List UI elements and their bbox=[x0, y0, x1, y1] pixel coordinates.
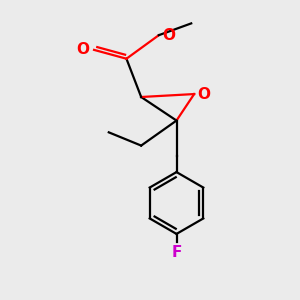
Text: O: O bbox=[76, 42, 90, 57]
Text: O: O bbox=[198, 87, 211, 102]
Text: O: O bbox=[162, 28, 176, 43]
Text: F: F bbox=[171, 245, 182, 260]
